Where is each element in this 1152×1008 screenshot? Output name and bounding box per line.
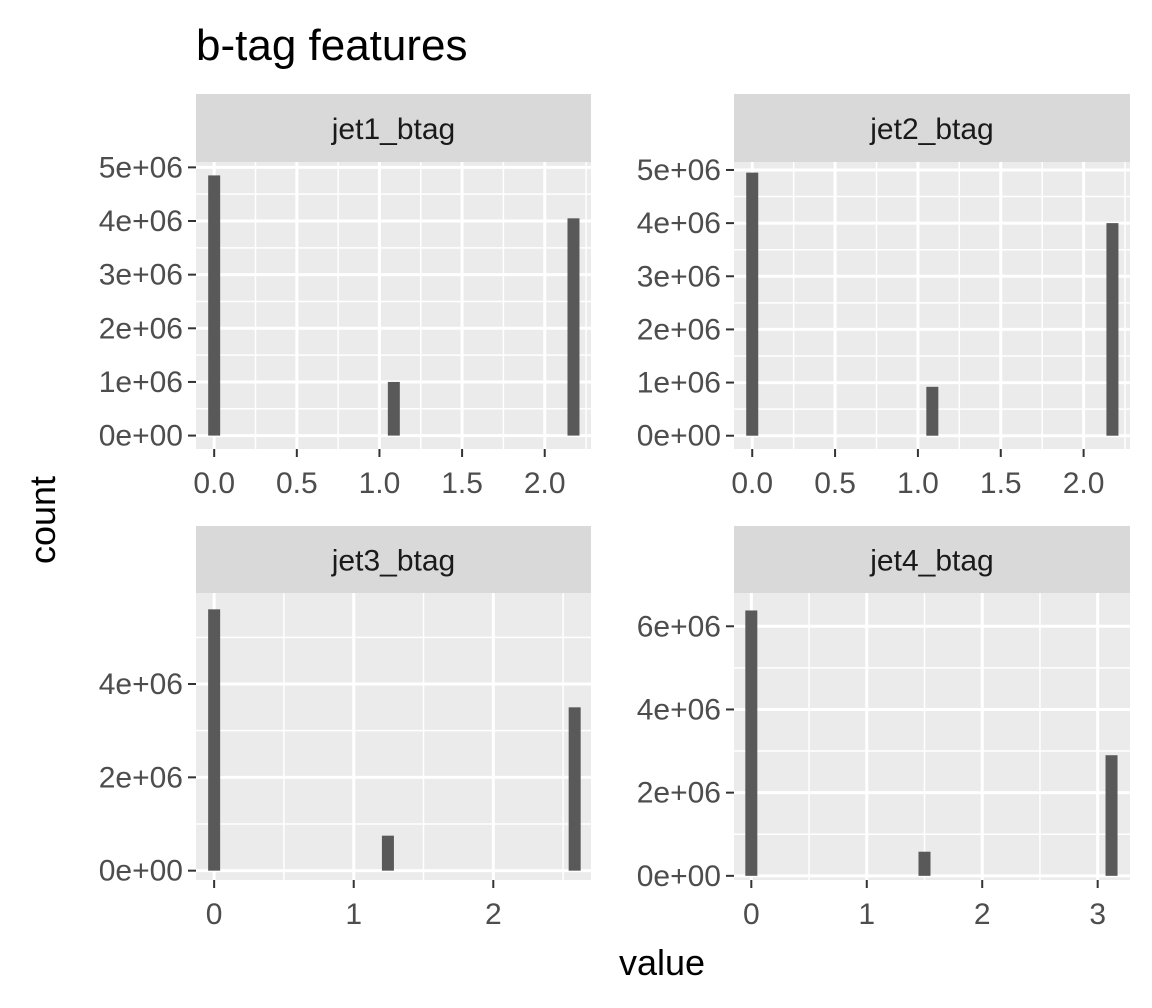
x-tick-label: 1	[345, 898, 362, 931]
histogram-bar	[387, 381, 400, 436]
x-tick-label: 0	[206, 898, 223, 931]
y-tick-label: 4e+06	[99, 205, 183, 238]
x-tick-label: 3	[1089, 898, 1106, 931]
x-tick-label: 0.0	[731, 467, 773, 500]
y-tick-label: 1e+06	[99, 366, 183, 399]
facet-strip	[734, 94, 1130, 162]
y-tick-label: 5e+06	[637, 154, 721, 187]
x-tick-label: 0.0	[193, 467, 235, 500]
x-tick-label: 0	[743, 898, 760, 931]
facet-strip-label: jet2_btag	[869, 113, 993, 146]
histogram-bar	[567, 218, 580, 436]
x-tick-label: 2	[974, 898, 991, 931]
x-tick-label: 1.0	[897, 467, 939, 500]
y-tick-label: 4e+06	[637, 693, 721, 726]
histogram-bar	[568, 707, 581, 871]
y-tick-label: 1e+06	[637, 367, 721, 400]
histogram-bar	[208, 609, 221, 871]
histogram-bar	[918, 851, 931, 876]
facet-strip	[196, 94, 591, 162]
facet-jet4_btag: jet4_btag 0 1 2 3 0e+00 2e+06 4e+06 6e+06	[637, 526, 1130, 931]
x-tick-label: 1.0	[359, 467, 401, 500]
panel-background	[734, 593, 1130, 880]
y-axis-title: count	[22, 476, 63, 564]
x-axis-title: value	[619, 942, 705, 983]
facet-strip-label: jet3_btag	[331, 545, 455, 578]
histogram-bar	[1106, 223, 1119, 436]
chart-title: b-tag features	[196, 21, 468, 70]
x-tick-label: 2.0	[524, 467, 566, 500]
histogram-bar	[926, 386, 939, 436]
x-tick-label: 2	[485, 898, 502, 931]
x-tick-label: 1	[858, 898, 875, 931]
facet-strip	[196, 526, 591, 593]
facet-strip	[734, 526, 1130, 593]
x-tick-label: 0.5	[276, 467, 318, 500]
histogram-bar	[208, 175, 221, 436]
y-tick-label: 3e+06	[99, 259, 183, 292]
facet-jet2_btag: jet2_btag 0.0 0.5 1.0 1.5 2.0 0e+00 1e+06 2e+06 3…	[637, 94, 1130, 500]
y-tick-label: 6e+06	[637, 610, 721, 643]
y-tick-label: 2e+06	[99, 761, 183, 794]
y-tick-label: 4e+06	[637, 207, 721, 240]
facet-strip-label: jet4_btag	[869, 545, 993, 578]
histogram-bar	[1105, 755, 1118, 876]
y-tick-label: 0e+00	[99, 855, 183, 888]
histogram-bar	[381, 835, 394, 871]
panel-background	[196, 593, 591, 880]
y-tick-label: 0e+00	[637, 860, 721, 893]
y-tick-label: 3e+06	[637, 260, 721, 293]
y-tick-label: 2e+06	[99, 312, 183, 345]
y-tick-label: 2e+06	[637, 313, 721, 346]
y-tick-label: 2e+06	[637, 777, 721, 810]
facet-jet3_btag: jet3_btag 0 1 2 0e+00 2e+06 4e+06	[99, 526, 591, 931]
facet-strip-label: jet1_btag	[331, 113, 455, 146]
y-tick-label: 5e+06	[99, 151, 183, 184]
y-tick-label: 4e+06	[99, 668, 183, 701]
facet-panels: jet1_btag 0.0 0.5 1.0 1.5 2.0 0e+00 1e+06 2e+06 3…	[99, 94, 1130, 931]
x-tick-label: 1.5	[980, 467, 1022, 500]
y-tick-label: 0e+00	[637, 420, 721, 453]
x-tick-label: 2.0	[1063, 467, 1105, 500]
facet-jet1_btag: jet1_btag 0.0 0.5 1.0 1.5 2.0 0e+00 1e+06 2e+06 3…	[99, 94, 591, 500]
histogram-bar	[745, 610, 758, 876]
x-tick-label: 1.5	[441, 467, 483, 500]
x-tick-label: 0.5	[814, 467, 856, 500]
histogram-bar	[746, 172, 759, 436]
y-tick-label: 0e+00	[99, 420, 183, 453]
